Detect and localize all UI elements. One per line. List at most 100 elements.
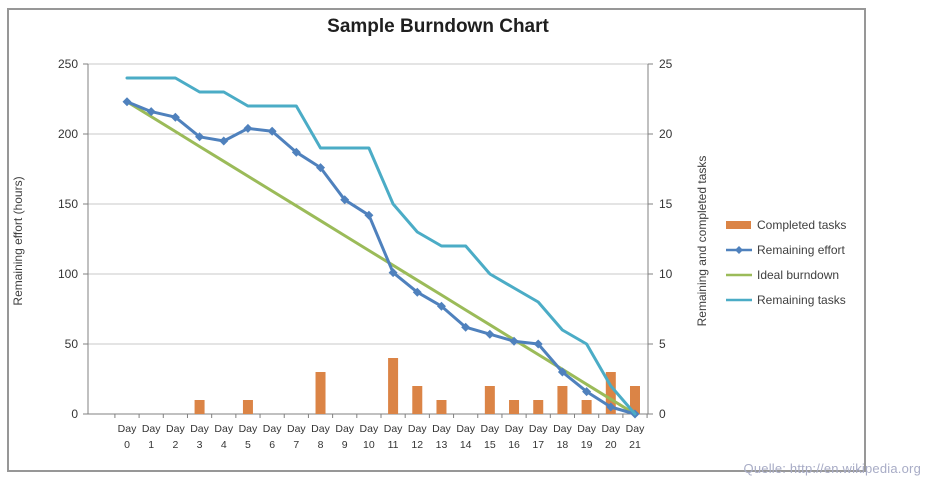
marker-remaining-effort [533,339,543,349]
x-category-label: 19 [581,439,593,451]
x-category-label: Day [360,423,379,435]
x-category-label: 6 [269,439,275,451]
x-category-label: 9 [342,439,348,451]
x-category-label: Day [287,423,306,435]
x-category-label: 12 [411,439,423,451]
x-category-label: 17 [532,439,544,451]
marker-remaining-effort [267,126,277,136]
x-category-label: Day [239,423,258,435]
marker-remaining-effort [146,107,156,117]
x-category-label: Day [529,423,548,435]
marker-remaining-effort [364,210,374,220]
left-axis-tick-label: 50 [65,337,79,351]
x-category-label: Day [142,423,161,435]
x-category-label: Day [481,423,500,435]
x-category-label: 4 [221,439,227,451]
bar-completed-tasks [484,386,495,414]
x-category-label: 18 [557,439,569,451]
right-axis-title: Remaining and completed tasks [695,155,709,327]
x-category-label: Day [311,423,330,435]
marker-remaining-effort [219,136,229,146]
left-axis-tick-label: 150 [58,197,78,211]
bar-completed-tasks [533,400,544,414]
x-category-label: Day [505,423,524,435]
x-category-label: Day [335,423,354,435]
chart-frame [7,8,866,472]
marker-remaining-effort [557,367,567,377]
left-axis-tick-label: 250 [58,57,78,71]
x-category-label: Day [432,423,451,435]
x-category-label: Day [166,423,185,435]
line-remaining-effort [125,100,637,416]
marker-remaining-effort [436,301,446,311]
legend-item: Remaining effort [726,237,846,262]
bar-completed-tasks [509,400,520,414]
marker-remaining-effort [412,287,422,297]
x-category-label: Day [408,423,427,435]
right-axis-tick-label: 15 [659,197,673,211]
x-category-label: Day [214,423,233,435]
x-category-label: Day [263,423,282,435]
marker-remaining-effort [340,195,350,205]
right-axis-tick-label: 0 [659,407,666,421]
left-axis-tick-label: 200 [58,127,78,141]
x-category-label: 2 [172,439,178,451]
legend-item: Completed tasks [726,212,846,237]
x-category-label: 13 [436,439,448,451]
marker-remaining-effort [195,132,205,142]
bar-completed-tasks [436,400,447,414]
x-category-label: 14 [460,439,472,451]
marker-remaining-effort [485,329,495,339]
source-caption: Quelle: http://en.wikipedia.org [743,461,921,476]
x-category-label: 1 [148,439,154,451]
legend-line-swatch [726,273,752,276]
x-category-label: 5 [245,439,251,451]
line-ideal-burndown [125,100,637,416]
left-axis-tick-label: 0 [71,407,78,421]
bar-completed-tasks [412,386,423,414]
bar-completed-tasks [194,400,205,414]
x-category-label: 15 [484,439,496,451]
right-axis-tick-label: 25 [659,57,673,71]
x-category-label: 10 [363,439,375,451]
x-category-label: 20 [605,439,617,451]
marker-remaining-effort [316,163,326,173]
x-category-label: 11 [388,439,399,451]
marker-remaining-effort [388,268,398,278]
marker-remaining-effort [122,97,132,107]
x-category-label: 7 [293,439,299,451]
legend: Completed tasks Remaining effort Ideal bur… [726,212,846,312]
x-category-label: 21 [629,439,641,451]
x-category-label: Day [118,423,137,435]
x-category-label: Day [553,423,572,435]
bar-completed-tasks [605,372,616,414]
x-category-label: 8 [318,439,324,451]
marker-remaining-effort [461,322,471,332]
bar-completed-tasks [629,386,640,414]
legend-label: Remaining tasks [757,292,846,307]
x-category-label: Day [190,423,209,435]
x-category-label: Day [626,423,645,435]
left-axis-title: Remaining effort (hours) [11,176,25,306]
legend-bar-swatch [726,220,751,229]
x-category-label: 16 [508,439,520,451]
x-category-label: Day [601,423,620,435]
marker-remaining-effort [243,123,253,133]
bar-completed-tasks [242,400,253,414]
x-category-label: Day [577,423,596,435]
marker-remaining-effort [606,402,616,412]
legend-label: Completed tasks [757,217,847,232]
legend-line-swatch [726,245,752,254]
bar-completed-tasks [557,386,568,414]
right-axis-tick-label: 20 [659,127,673,141]
legend-item: Ideal burndown [726,262,846,287]
x-category-label: Day [384,423,403,435]
bar-completed-tasks [581,400,592,414]
marker-remaining-effort [582,387,592,397]
marker-remaining-effort [509,336,519,346]
right-axis-tick-label: 5 [659,337,666,351]
right-axis-tick-label: 10 [659,267,673,281]
left-axis-tick-label: 100 [58,267,78,281]
